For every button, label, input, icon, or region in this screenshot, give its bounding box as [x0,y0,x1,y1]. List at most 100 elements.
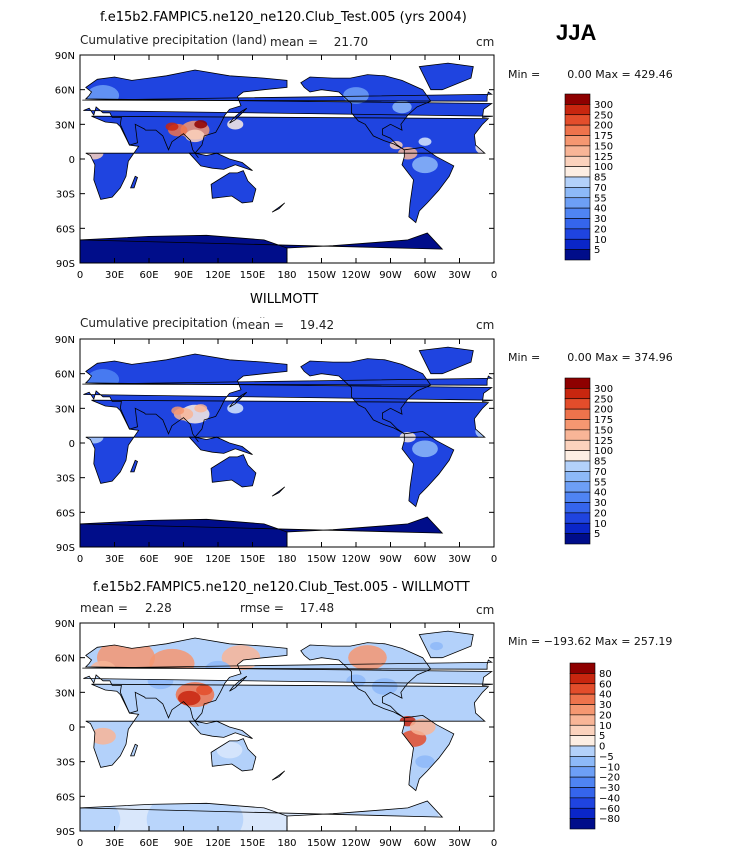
coastline-madagascar [130,175,138,189]
colorbar-swatch [569,714,596,726]
colorbar-label: 300 [594,100,613,111]
colorbar-label: 125 [594,436,613,447]
lat-tick-label: 30N [55,404,75,415]
colorbar-swatch [564,522,591,534]
field-anomaly [196,684,213,696]
colorbar-swatch [569,673,596,685]
colorbar-label: 200 [594,121,613,132]
coastline-japan [229,107,248,124]
lon-tick-label: 30E [105,270,124,281]
colorbar-swatch [569,776,596,788]
coastline-australia [210,454,257,488]
lon-tick-label: 0 [491,554,497,565]
lon-tick-label: 90E [174,270,193,281]
colorbar-swatch [569,662,596,674]
field-anomaly [430,641,443,651]
field-anomaly [412,156,438,174]
field-anomaly [227,119,244,130]
colorbar-swatch [564,471,591,483]
colorbar-label: 10 [594,519,607,530]
lon-tick-label: 150E [240,554,265,565]
colorbar-label: 10 [594,235,607,246]
colorbar-label: 250 [594,394,613,405]
colorbar-swatch [564,408,591,420]
lon-tick-label: 90E [174,554,193,565]
lat-tick-label: 90N [55,51,75,62]
lon-tick-label: 60W [414,838,437,849]
colorbar-swatch [564,207,591,219]
colorbar-swatch [564,93,591,105]
colorbar-label: −40 [599,793,620,804]
rmse-text: rmse = [240,601,284,615]
min-value: 0.00 [567,351,592,364]
colorbar-label: 20 [594,508,607,519]
coastline-n_america [300,74,432,151]
colorbar-label: −60 [599,804,620,815]
colorbar-label: 80 [599,669,612,680]
field-anomaly [194,120,208,129]
colorbar-swatch [569,683,596,695]
lon-tick-label: 150E [240,270,265,281]
coastline-greenland [418,630,474,659]
lon-tick-label: 30W [448,838,471,849]
coastline-s_america [401,430,455,508]
colorbar-swatch [564,166,591,178]
max-value: 257.19 [633,635,673,648]
mean-value: 19.42 [299,318,335,332]
coastline-indonesia [188,152,253,171]
lat-tick-label: 90N [55,335,75,346]
field-anomaly [418,137,432,146]
lon-tick-label: 150W [307,270,336,281]
lon-tick-label: 60E [139,270,158,281]
colorbar-swatch [564,218,591,230]
coastline-eurasia [83,353,493,443]
colorbar-label: 55 [594,193,607,204]
colorbar-swatch [564,450,591,462]
colorbar-label: 100 [594,446,613,457]
min-label: Min = [508,351,541,364]
coastline-s_america [401,714,455,792]
lat-tick-label: 60N [55,370,75,381]
lon-tick-label: 120W [342,270,371,281]
panel-title: f.e15b2.FAMPIC5.ne120_ne120.Club_Test.00… [100,10,467,25]
colorbar-label: 0 [599,742,605,753]
lon-tick-label: 180 [277,554,296,565]
lat-tick-label: 30N [55,120,75,131]
coastline-nz [271,202,285,213]
lon-tick-label: 90E [174,838,193,849]
coastline-africa [85,399,490,484]
field-label: Cumulative precipitation (land) [80,33,267,47]
lat-tick-label: 60N [55,654,75,665]
colorbar-swatch [564,228,591,240]
lat-tick-label: 30S [56,474,75,485]
lon-tick-label: 0 [77,838,83,849]
colorbar-swatch [569,797,596,809]
colorbar-label: 5 [599,731,605,742]
lon-tick-label: 120W [342,838,371,849]
max-label: Max = [595,68,631,81]
colorbar-swatch [569,745,596,757]
colorbar-label: 250 [594,110,613,121]
colorbar-label: 200 [594,405,613,416]
lon-tick-label: 90W [379,838,402,849]
lon-tick-label: 0 [491,270,497,281]
lon-tick-label: 120E [205,270,230,281]
colorbar-swatch [564,398,591,410]
lon-tick-label: 180 [277,270,296,281]
field-anomaly [348,645,387,671]
lon-tick-label: 120E [205,554,230,565]
lon-tick-label: 60E [139,838,158,849]
lat-tick-label: 0 [69,439,75,450]
minmax-readout: Min = 0.00 Max = 374.96 [508,351,673,364]
colorbar-swatch [564,145,591,157]
coastline-greenland [418,62,474,91]
colorbar-swatch [569,693,596,705]
coastline-uk [82,91,493,102]
colorbar-swatch [569,735,596,747]
colorbar-swatch [569,818,596,830]
colorbar-swatch [564,502,591,514]
field-anomaly [392,100,412,114]
